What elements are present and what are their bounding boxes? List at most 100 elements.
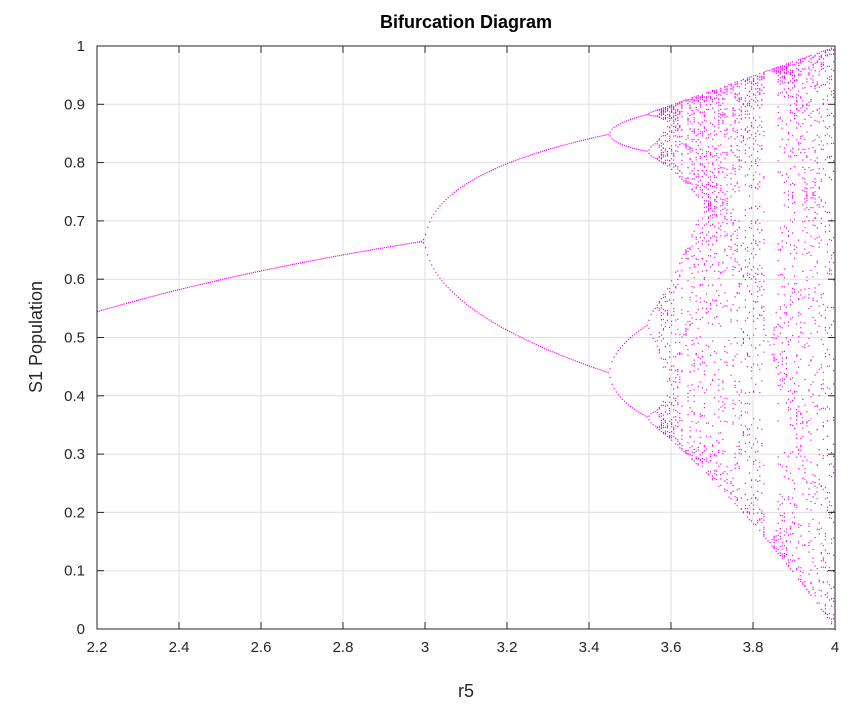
bifurcation-point-column (205, 282, 207, 284)
bifurcation-point-column (300, 262, 302, 264)
bifurcation-point-column (365, 250, 367, 252)
x-axis-label: r5 (458, 681, 474, 701)
bifurcation-point-column (193, 285, 195, 287)
bifurcation-point-column (316, 259, 318, 261)
bifurcation-point-column (382, 247, 384, 249)
bifurcation-point-column (138, 299, 140, 301)
bifurcation-point-column (408, 243, 410, 245)
bifurcation-point-column (349, 253, 351, 255)
chart-title: Bifurcation Diagram (380, 12, 552, 32)
bifurcation-point-column (718, 93, 720, 487)
x-tick-label: 3.6 (661, 639, 682, 656)
y-tick-label: 0.4 (64, 388, 85, 405)
bifurcation-point-column (125, 302, 127, 304)
bifurcation-point-column (369, 249, 371, 251)
bifurcation-point-column (712, 89, 714, 481)
bifurcation-point-column (119, 304, 121, 306)
bifurcation-point-column (338, 255, 341, 257)
bifurcation-point-column (156, 294, 158, 296)
bifurcation-point-column (820, 51, 822, 611)
bifurcation-point-column (226, 277, 228, 279)
bifurcation-point-column (826, 49, 828, 619)
x-tick-label: 2.4 (169, 639, 190, 656)
bifurcation-point-column (105, 308, 107, 310)
bifurcation-point-column (187, 286, 189, 289)
bifurcation-point-column (150, 296, 152, 298)
bifurcation-point-column (701, 94, 703, 467)
bifurcation-point-column (699, 96, 701, 462)
bifurcation-point-column (425, 233, 427, 249)
y-tick-label: 1 (77, 38, 85, 55)
bifurcation-point-column (777, 66, 779, 555)
bifurcation-point-column (730, 83, 732, 500)
bifurcation-point-column (677, 102, 679, 446)
bifurcation-point-column (115, 305, 117, 307)
bifurcation-point-column (693, 96, 695, 462)
bifurcation-point-column (191, 285, 193, 288)
bifurcation-point-column (285, 265, 287, 267)
bifurcation-point-column (357, 251, 359, 253)
bifurcation-point-column (361, 250, 363, 253)
bifurcation-point-column (322, 258, 324, 260)
bifurcation-point-column (304, 261, 306, 263)
bifurcation-point-column (207, 282, 209, 284)
bifurcation-point-column (630, 118, 632, 408)
bifurcation-point-column (183, 287, 185, 290)
bifurcation-point-column (373, 248, 375, 250)
bifurcation-point-column (334, 255, 336, 257)
bifurcation-point-column (722, 91, 724, 474)
bifurcation-point-column (250, 272, 252, 274)
bifurcation-point-column (656, 109, 658, 429)
bifurcation-point-column (798, 59, 800, 581)
bifurcation-point-column (658, 108, 660, 431)
bifurcation-point-column (189, 286, 191, 288)
x-tick-label: 3.2 (497, 639, 518, 656)
bifurcation-point-column (127, 302, 129, 304)
bifurcation-point-column (394, 245, 396, 247)
bifurcation-point-column (199, 284, 201, 286)
bifurcation-point-column (279, 266, 281, 268)
bifurcation-point-column (240, 274, 242, 276)
grid-lines (96, 45, 836, 630)
x-tick-label: 2.8 (333, 639, 354, 656)
bifurcation-point-column (336, 255, 339, 257)
bifurcation-point-column (154, 295, 156, 297)
bifurcation-point-column (326, 257, 328, 259)
bifurcation-point-column (332, 256, 334, 258)
bifurcation-point-column (275, 267, 277, 269)
bifurcation-point-column (353, 252, 355, 254)
bifurcation-point-column (662, 107, 664, 435)
bifurcation-point-column (277, 266, 279, 268)
bifurcation-point-column (830, 47, 833, 625)
bifurcation-point-column (129, 301, 131, 303)
bifurcation-point-column (181, 288, 183, 290)
bifurcation-point-column (398, 244, 400, 246)
x-tick-label: 2.6 (251, 639, 272, 656)
bifurcation-point-column (355, 252, 357, 254)
bifurcation-point-column (343, 254, 345, 256)
bifurcation-point-column (164, 292, 166, 294)
bifurcation-point-column (384, 247, 386, 249)
bifurcation-point-column (213, 280, 216, 282)
bifurcation-point-column (345, 253, 347, 255)
bifurcation-point-column (236, 275, 238, 277)
bifurcation-point-column (109, 307, 111, 309)
bifurcation-point-column (400, 244, 402, 246)
x-tick-label: 2.2 (87, 639, 108, 656)
bifurcation-point-column (107, 308, 109, 310)
bifurcation-point-column (291, 263, 293, 266)
bifurcation-point-column (281, 266, 283, 268)
bifurcation-point-column (222, 278, 224, 280)
y-tick-label: 0.8 (64, 155, 85, 172)
bifurcation-point-column (283, 265, 285, 267)
bifurcation-point-column (174, 289, 177, 292)
bifurcation-point-column (716, 89, 718, 481)
bifurcation-point-column (144, 297, 146, 299)
bifurcation-point-column (324, 257, 326, 259)
bifurcation-point-column (632, 118, 634, 409)
bifurcation-point-column (297, 262, 300, 264)
y-axis-label: S1 Population (26, 281, 46, 393)
bifurcation-point-column (168, 291, 170, 293)
bifurcation-point-column (162, 293, 164, 295)
bifurcation-points (97, 47, 837, 631)
